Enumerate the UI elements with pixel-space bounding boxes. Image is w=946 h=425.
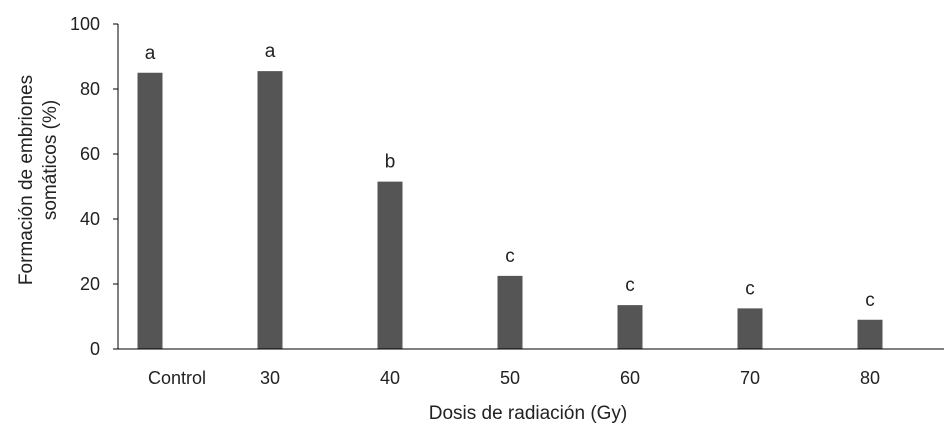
bar [857, 319, 883, 349]
x-tick-label: 70 [740, 368, 760, 388]
bar [497, 275, 523, 349]
bar [257, 71, 283, 349]
x-axis-category-labels: Control 30 40 50 60 70 80 [148, 368, 880, 388]
y-tick-label: 20 [80, 274, 100, 294]
x-tick-label: 80 [860, 368, 880, 388]
bars [137, 71, 883, 349]
x-tick-label: 40 [380, 368, 400, 388]
y-tick-label: 100 [70, 14, 100, 34]
significance-letters: a a b c c c c [145, 41, 875, 311]
bar [737, 308, 763, 349]
x-tick-label: 50 [500, 368, 520, 388]
y-axis-title-line-1: Formación de embriones [16, 75, 37, 285]
significance-letter: c [745, 278, 755, 299]
x-tick-label: 30 [260, 368, 280, 388]
bar [617, 305, 643, 349]
significance-letter: c [505, 246, 515, 267]
x-axis-title: Dosis de radiación (Gy) [429, 403, 628, 424]
y-tick-label: 0 [90, 339, 100, 359]
significance-letter: a [145, 43, 156, 64]
y-tick-label: 80 [80, 79, 100, 99]
bar [137, 72, 163, 349]
y-tick-label: 40 [80, 209, 100, 229]
significance-letter: a [265, 41, 276, 62]
y-axis-ticks: 0 20 40 60 80 100 [70, 14, 118, 359]
y-tick-label: 60 [80, 144, 100, 164]
significance-letter: c [625, 275, 635, 296]
y-axis-title-line-2: somáticos (%) [40, 100, 61, 220]
x-tick-label: 60 [620, 368, 640, 388]
significance-letter: c [865, 290, 875, 311]
bar [377, 181, 403, 349]
y-axis-title: Formación de embriones somáticos (%) [16, 75, 61, 285]
x-tick-label: Control [148, 368, 206, 388]
significance-letter: b [385, 152, 396, 173]
